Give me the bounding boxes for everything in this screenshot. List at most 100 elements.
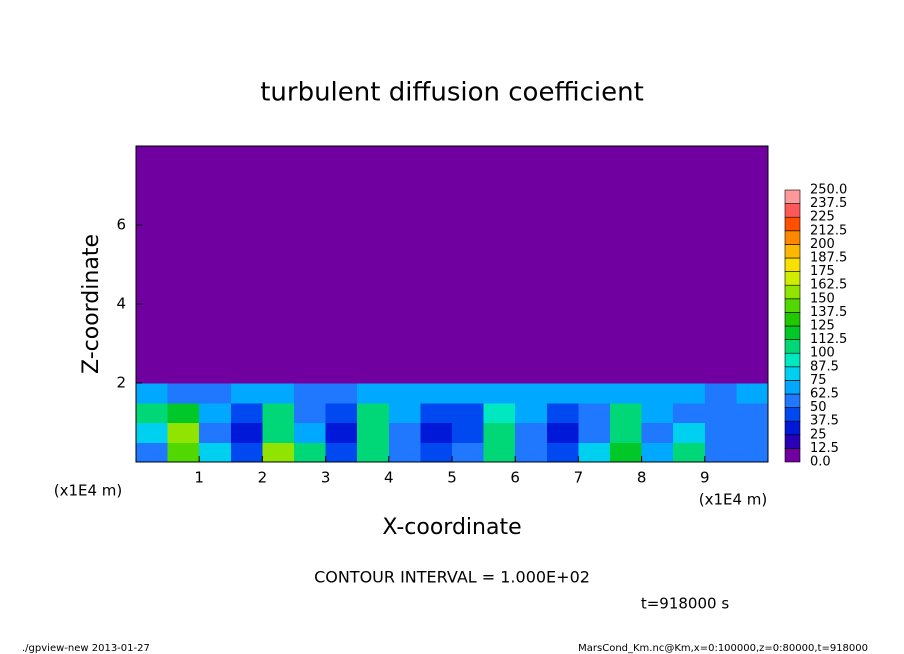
cell [736, 146, 769, 167]
cell [136, 165, 169, 186]
colorbar-label: 0.0 [810, 455, 831, 470]
cell [136, 402, 169, 423]
cell [136, 442, 169, 463]
cell [736, 284, 769, 305]
cell [230, 165, 263, 186]
cell [610, 442, 643, 463]
colorbar-swatch [784, 407, 801, 422]
colorbar-label: 212.5 [810, 223, 847, 238]
colorbar-label: 37.5 [810, 414, 839, 429]
cell [641, 402, 674, 423]
cell [673, 264, 706, 285]
cell [357, 363, 390, 384]
cell [262, 284, 295, 305]
cell [325, 146, 358, 167]
cell [357, 383, 390, 404]
cell [578, 383, 611, 404]
x-tick-label: 2 [258, 469, 268, 487]
cell [704, 442, 737, 463]
colorbar-swatch [784, 393, 801, 408]
cell [736, 264, 769, 285]
cell [704, 284, 737, 305]
cell [230, 422, 263, 443]
cell [167, 304, 200, 325]
cell [136, 205, 169, 226]
x-tick-label: 3 [321, 469, 331, 487]
cell [357, 442, 390, 463]
y-tick-label: 4 [116, 295, 126, 313]
cell [294, 304, 327, 325]
cell [578, 284, 611, 305]
cell [578, 264, 611, 285]
cell [483, 343, 516, 364]
cell [515, 244, 548, 265]
cell [420, 363, 453, 384]
colorbar-swatch [784, 203, 801, 218]
cell [325, 402, 358, 423]
cell [515, 304, 548, 325]
cell [388, 383, 421, 404]
y-axis-label: Z-coordinate [79, 234, 104, 374]
cell [515, 402, 548, 423]
cell [136, 304, 169, 325]
cell [388, 225, 421, 246]
colorbar-label: 200 [810, 237, 835, 252]
cell [357, 205, 390, 226]
cell [452, 264, 485, 285]
cell [515, 383, 548, 404]
cell [610, 264, 643, 285]
cell [199, 244, 232, 265]
cell [199, 383, 232, 404]
cell [420, 304, 453, 325]
cell [420, 442, 453, 463]
x-tick-label: 9 [700, 469, 710, 487]
x-axis-label: X-coordinate [382, 515, 521, 540]
cell [673, 304, 706, 325]
colorbar-swatch [784, 230, 801, 245]
cell [420, 402, 453, 423]
cell [452, 284, 485, 305]
cell [673, 442, 706, 463]
cell [294, 363, 327, 384]
cell [230, 343, 263, 364]
cell [325, 323, 358, 344]
cell [388, 363, 421, 384]
colorbar-label: 87.5 [810, 359, 839, 374]
cell [641, 284, 674, 305]
cell [199, 304, 232, 325]
cell [673, 422, 706, 443]
cell [673, 146, 706, 167]
cell [578, 304, 611, 325]
cell [230, 383, 263, 404]
cell [136, 323, 169, 344]
cell [357, 323, 390, 344]
cell [578, 165, 611, 186]
cell [515, 363, 548, 384]
cell [610, 304, 643, 325]
cell [515, 225, 548, 246]
cell [483, 422, 516, 443]
cell [610, 146, 643, 167]
cell [199, 363, 232, 384]
x-tick-label: 7 [574, 469, 584, 487]
cell [704, 304, 737, 325]
cell [199, 343, 232, 364]
cell [578, 363, 611, 384]
cell [199, 225, 232, 246]
cell [325, 225, 358, 246]
cell [610, 205, 643, 226]
cell [483, 323, 516, 344]
cell [357, 402, 390, 423]
cell [452, 146, 485, 167]
cell [515, 343, 548, 364]
cell [357, 146, 390, 167]
colorbar-swatch [784, 380, 801, 395]
cell [388, 422, 421, 443]
cell [515, 264, 548, 285]
cell [420, 146, 453, 167]
cell [136, 343, 169, 364]
y-tick-label: 6 [116, 216, 126, 234]
cell [704, 363, 737, 384]
colorbar-label: 250.0 [810, 183, 847, 198]
cell [262, 422, 295, 443]
